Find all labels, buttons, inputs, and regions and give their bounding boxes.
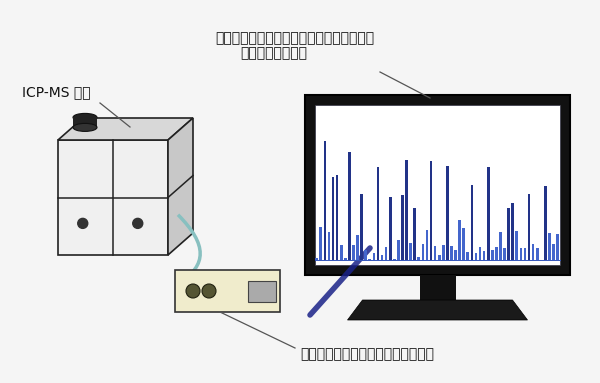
Bar (385, 247, 388, 260)
Bar (364, 250, 367, 260)
Bar (405, 160, 408, 260)
Bar (466, 252, 469, 260)
Bar (479, 247, 481, 260)
Bar (248, 280, 276, 301)
Text: ICP-MS 装置: ICP-MS 装置 (22, 85, 91, 99)
Text: 高速パルスカウンティングシステム: 高速パルスカウンティングシステム (300, 347, 434, 361)
Bar (508, 208, 510, 260)
Bar (361, 193, 363, 260)
Bar (548, 233, 551, 260)
Bar (356, 235, 359, 260)
Bar (446, 166, 449, 260)
Bar (438, 255, 440, 260)
Bar (499, 232, 502, 260)
Bar (419, 275, 455, 300)
Bar (491, 250, 494, 260)
Bar (532, 244, 535, 260)
Bar (316, 258, 318, 260)
Bar (381, 255, 383, 260)
Text: 時系列プロファイルとイベント面積分値を: 時系列プロファイルとイベント面積分値を (215, 31, 374, 45)
Bar (352, 245, 355, 260)
Bar (73, 118, 97, 128)
Bar (544, 186, 547, 260)
Bar (425, 230, 428, 260)
Bar (344, 259, 347, 260)
Ellipse shape (73, 123, 97, 131)
Polygon shape (347, 300, 527, 320)
Bar (389, 197, 392, 260)
Ellipse shape (73, 113, 97, 121)
Bar (515, 231, 518, 260)
Bar (483, 250, 485, 260)
Polygon shape (58, 140, 168, 255)
Bar (552, 244, 555, 260)
Circle shape (202, 284, 216, 298)
Bar (319, 227, 322, 260)
Circle shape (186, 284, 200, 298)
Bar (413, 208, 416, 260)
Polygon shape (58, 118, 193, 140)
Bar (401, 195, 404, 260)
Bar (487, 167, 490, 260)
Bar (470, 185, 473, 260)
Bar (430, 161, 433, 260)
Bar (393, 259, 395, 260)
Bar (397, 240, 400, 260)
Bar (442, 246, 445, 260)
Bar (520, 248, 522, 260)
Bar (323, 141, 326, 260)
Bar (340, 245, 343, 260)
Bar (315, 105, 560, 265)
Bar (454, 250, 457, 260)
Bar (377, 167, 379, 260)
Bar (475, 253, 478, 260)
Bar (536, 248, 539, 260)
Bar (336, 175, 338, 260)
Bar (556, 234, 559, 260)
Circle shape (78, 218, 88, 228)
Bar (422, 244, 424, 260)
Circle shape (133, 218, 143, 228)
Bar (368, 259, 371, 260)
Bar (450, 246, 453, 260)
Bar (495, 247, 498, 260)
Bar (332, 177, 334, 260)
Bar (175, 270, 280, 312)
Bar (434, 246, 436, 260)
Text: リアルタイム計測: リアルタイム計測 (240, 46, 307, 60)
Bar (463, 228, 465, 260)
Bar (458, 221, 461, 260)
Bar (409, 243, 412, 260)
Bar (348, 152, 351, 260)
Bar (503, 249, 506, 260)
Polygon shape (168, 118, 193, 255)
Bar (328, 232, 331, 260)
Bar (524, 248, 526, 260)
Bar (528, 193, 530, 260)
Bar (373, 253, 375, 260)
Bar (511, 203, 514, 260)
Bar (418, 257, 420, 260)
Bar (305, 95, 570, 275)
